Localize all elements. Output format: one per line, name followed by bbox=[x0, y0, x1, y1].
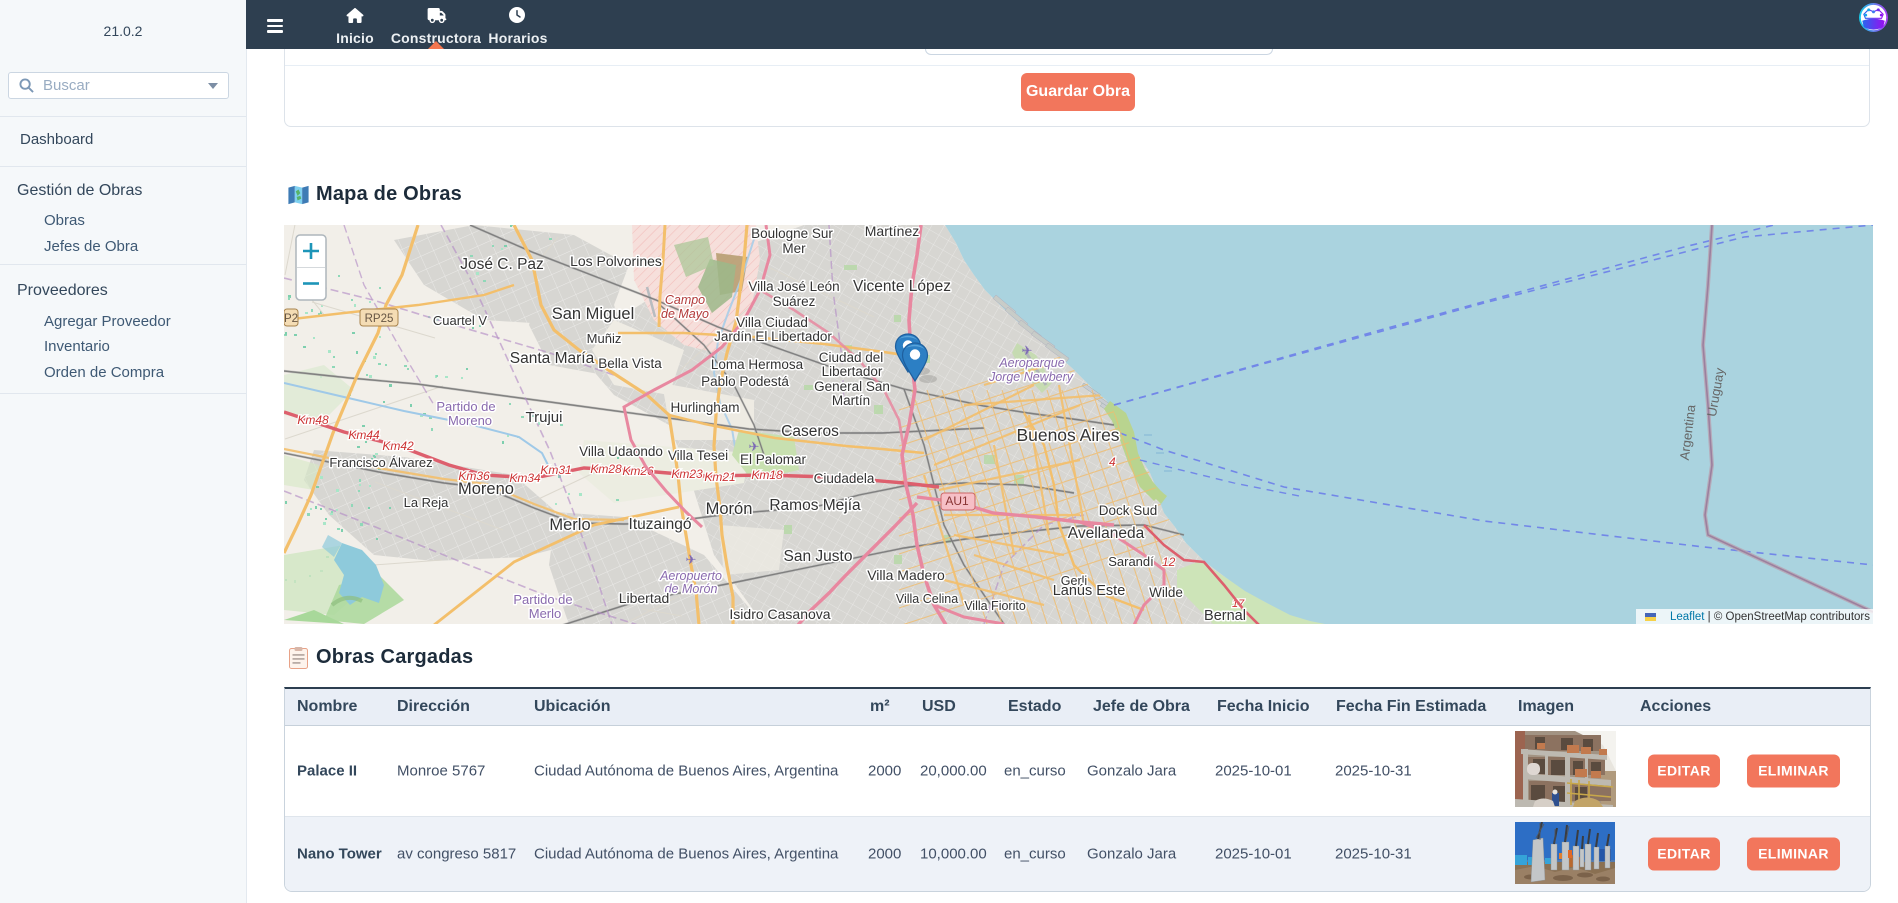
svg-text:Caseros: Caseros bbox=[781, 423, 839, 440]
svg-text:Ituzaingó: Ituzaingó bbox=[629, 516, 692, 533]
svg-text:AU1: AU1 bbox=[945, 494, 969, 508]
svg-text:Villa José León: Villa José León bbox=[748, 279, 839, 294]
svg-text:Moreno: Moreno bbox=[458, 480, 514, 498]
svg-text:Km42: Km42 bbox=[382, 439, 414, 453]
svg-text:Trujui: Trujui bbox=[526, 409, 563, 426]
svg-text:Leaflet | © OpenStreetMap cont: Leaflet | © OpenStreetMap contributors bbox=[1670, 611, 1870, 623]
svg-text:Ciudadela: Ciudadela bbox=[814, 471, 875, 486]
svg-text:Km21: Km21 bbox=[704, 470, 735, 484]
svg-text:Lanús Este: Lanús Este bbox=[1053, 583, 1126, 599]
svg-text:Moreno: Moreno bbox=[448, 413, 492, 428]
svg-text:Santa María: Santa María bbox=[510, 350, 595, 367]
svg-text:Villa Fiorito: Villa Fiorito bbox=[964, 599, 1026, 613]
svg-text:Libertad: Libertad bbox=[619, 590, 670, 606]
svg-text:Km23: Km23 bbox=[671, 467, 703, 481]
svg-text:de Mayo: de Mayo bbox=[661, 307, 709, 321]
svg-text:Villa Madero: Villa Madero bbox=[867, 567, 945, 583]
svg-text:Villa Ciudad: Villa Ciudad bbox=[736, 315, 808, 330]
svg-text:Isidro Casanova: Isidro Casanova bbox=[729, 606, 830, 622]
svg-text:Libertador: Libertador bbox=[822, 364, 883, 379]
svg-text:Km36: Km36 bbox=[458, 469, 490, 483]
svg-text:Aeropuerto: Aeropuerto bbox=[659, 569, 722, 583]
svg-text:Km48: Km48 bbox=[297, 413, 329, 427]
svg-text:Hurlingham: Hurlingham bbox=[670, 400, 739, 415]
svg-text:Argentina: Argentina bbox=[1677, 403, 1699, 461]
svg-text:✈: ✈ bbox=[1022, 343, 1033, 358]
svg-text:Francisco Álvarez: Francisco Álvarez bbox=[329, 455, 432, 470]
svg-text:General San: General San bbox=[814, 379, 890, 394]
svg-text:Muñiz: Muñiz bbox=[587, 331, 622, 346]
svg-text:Loma Hermosa: Loma Hermosa bbox=[711, 357, 804, 372]
svg-text:Villa Tesei: Villa Tesei bbox=[668, 448, 728, 463]
svg-text:Bernal: Bernal bbox=[1204, 608, 1246, 624]
svg-text:Aeroparque: Aeroparque bbox=[998, 356, 1064, 370]
svg-text:San Miguel: San Miguel bbox=[552, 305, 635, 323]
svg-text:Los Polvorines: Los Polvorines bbox=[570, 253, 662, 269]
svg-text:✈: ✈ bbox=[686, 552, 697, 567]
svg-text:La Reja: La Reja bbox=[404, 495, 450, 510]
svg-text:Villa Celina: Villa Celina bbox=[896, 592, 958, 606]
svg-text:Ramos Mejía: Ramos Mejía bbox=[769, 497, 861, 514]
svg-text:Morón: Morón bbox=[706, 500, 753, 518]
svg-text:Km31: Km31 bbox=[540, 463, 571, 477]
svg-text:Jorge Newbery: Jorge Newbery bbox=[988, 370, 1074, 384]
svg-text:Gerli: Gerli bbox=[1061, 574, 1087, 588]
svg-text:Sarandí: Sarandí bbox=[1108, 554, 1154, 569]
svg-text:Merlo: Merlo bbox=[529, 606, 562, 621]
svg-text:RP25: RP25 bbox=[365, 313, 394, 325]
svg-text:Ciudad del: Ciudad del bbox=[819, 350, 884, 365]
svg-text:Buenos Aires: Buenos Aires bbox=[1016, 425, 1119, 445]
svg-text:de Morón: de Morón bbox=[665, 582, 718, 596]
svg-text:Bella Vista: Bella Vista bbox=[598, 356, 662, 371]
svg-text:Wilde: Wilde bbox=[1149, 585, 1183, 600]
svg-text:Campo: Campo bbox=[665, 293, 705, 307]
svg-text:4: 4 bbox=[1109, 455, 1116, 469]
svg-text:Dock Sud: Dock Sud bbox=[1099, 503, 1158, 518]
svg-text:Villa Udaondo: Villa Udaondo bbox=[579, 444, 663, 459]
svg-text:Km28: Km28 bbox=[590, 462, 622, 476]
svg-text:Cuartel V: Cuartel V bbox=[433, 313, 488, 328]
svg-text:Km34: Km34 bbox=[509, 471, 541, 485]
svg-text:El Palomar: El Palomar bbox=[740, 452, 807, 467]
svg-text:Jardín El Libertador: Jardín El Libertador bbox=[714, 329, 832, 344]
svg-text:P2: P2 bbox=[284, 313, 298, 325]
svg-text:12: 12 bbox=[1162, 555, 1176, 569]
svg-text:Avellaneda: Avellaneda bbox=[1068, 525, 1145, 542]
svg-text:Vicente López: Vicente López bbox=[853, 278, 951, 295]
svg-text:Merlo: Merlo bbox=[549, 516, 590, 534]
svg-text:José C. Paz: José C. Paz bbox=[460, 256, 544, 273]
svg-text:Mer: Mer bbox=[782, 241, 806, 256]
svg-text:Partido de: Partido de bbox=[436, 399, 495, 414]
svg-text:Boulogne Sur: Boulogne Sur bbox=[751, 226, 833, 241]
svg-text:Km18: Km18 bbox=[751, 468, 783, 482]
svg-text:Km44: Km44 bbox=[348, 428, 380, 442]
svg-text:Martínez: Martínez bbox=[865, 225, 919, 239]
svg-text:Pablo Podestá: Pablo Podestá bbox=[701, 374, 789, 389]
svg-text:✈: ✈ bbox=[749, 439, 760, 454]
svg-text:Partido de: Partido de bbox=[513, 592, 572, 607]
svg-text:Martín: Martín bbox=[832, 393, 870, 408]
svg-text:San Justo: San Justo bbox=[784, 548, 853, 565]
svg-text:Suárez: Suárez bbox=[773, 294, 816, 309]
